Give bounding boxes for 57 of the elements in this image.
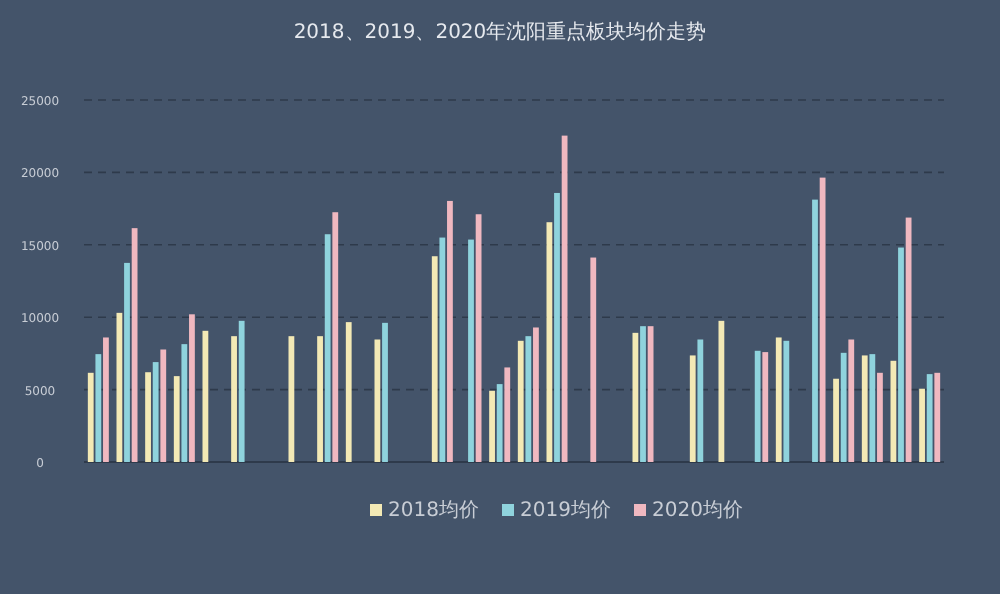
bar bbox=[382, 322, 388, 462]
bar bbox=[905, 217, 912, 462]
bar bbox=[533, 327, 539, 462]
bar bbox=[238, 320, 245, 462]
legend-label: 2019均价 bbox=[520, 498, 611, 522]
bar bbox=[517, 340, 524, 462]
chart-title: 2018、2019、2020年沈阳重点板块均价走势 bbox=[293, 20, 707, 44]
legend-label: 2020均价 bbox=[652, 498, 743, 522]
bar bbox=[689, 355, 696, 462]
bar bbox=[861, 355, 868, 462]
bar bbox=[919, 388, 925, 462]
bar bbox=[819, 177, 826, 462]
bar bbox=[554, 192, 560, 462]
bar bbox=[95, 354, 102, 462]
bar bbox=[160, 349, 167, 462]
bar bbox=[173, 376, 180, 462]
bar bbox=[345, 322, 352, 462]
bar bbox=[131, 228, 138, 462]
bar bbox=[447, 200, 453, 462]
bar bbox=[124, 262, 130, 462]
bar bbox=[840, 352, 847, 462]
bar bbox=[475, 214, 482, 462]
bar bbox=[775, 337, 782, 462]
bar bbox=[869, 354, 876, 462]
legend-label: 2018均价 bbox=[388, 498, 479, 522]
bar bbox=[590, 257, 597, 462]
bar bbox=[181, 344, 188, 462]
bar bbox=[833, 378, 839, 462]
bar bbox=[934, 372, 941, 462]
bar bbox=[898, 247, 904, 462]
bar bbox=[783, 340, 790, 462]
bar bbox=[640, 326, 646, 462]
bar bbox=[504, 367, 511, 462]
bar bbox=[496, 384, 503, 462]
bar bbox=[152, 362, 159, 462]
bar bbox=[647, 326, 654, 462]
bar bbox=[103, 337, 109, 462]
bar bbox=[145, 372, 151, 462]
bar bbox=[431, 256, 438, 462]
bar bbox=[754, 350, 761, 462]
bar bbox=[324, 234, 331, 462]
bar bbox=[189, 314, 195, 462]
bar bbox=[439, 237, 446, 462]
bar bbox=[332, 212, 339, 462]
bar bbox=[489, 390, 495, 462]
bar bbox=[848, 339, 855, 462]
bar bbox=[926, 374, 933, 462]
bar bbox=[561, 135, 568, 462]
bar bbox=[697, 339, 704, 462]
bar bbox=[877, 372, 883, 462]
bar bbox=[525, 336, 532, 462]
bar bbox=[468, 239, 474, 462]
bar bbox=[87, 372, 94, 462]
bar bbox=[762, 352, 769, 462]
bar bbox=[812, 199, 818, 462]
bar bbox=[231, 336, 237, 462]
bar bbox=[317, 336, 323, 462]
